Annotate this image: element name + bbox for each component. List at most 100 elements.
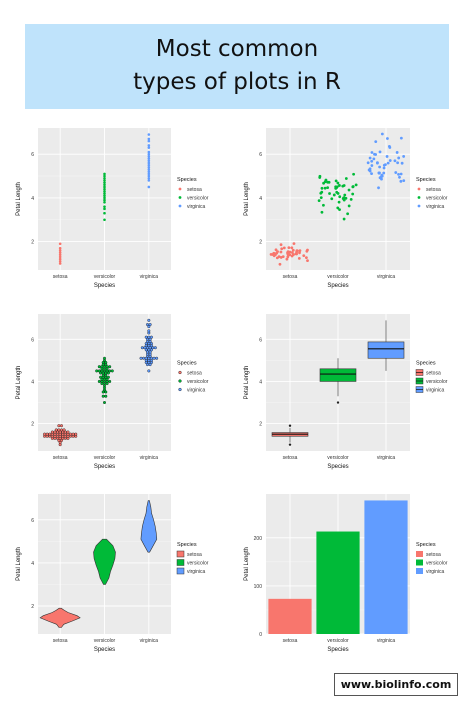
legend-title: Species — [416, 177, 436, 183]
data-dot — [108, 379, 112, 383]
violin-chart: 2 4 6 setosa versicolor virginica Species Petal… — [16, 494, 209, 653]
legend-key — [178, 196, 182, 199]
legend-title: Species — [416, 361, 436, 367]
y-tick-label: 2 — [31, 604, 34, 610]
legend-label: virginica — [426, 204, 445, 210]
data-point — [320, 186, 324, 190]
legend-label: virginica — [187, 387, 206, 393]
legend-label: setosa — [187, 552, 202, 558]
data-point — [147, 170, 151, 173]
data-dot — [147, 369, 151, 373]
data-point — [324, 178, 328, 182]
data-point — [347, 204, 351, 208]
data-dot — [148, 363, 152, 367]
data-point — [393, 159, 397, 163]
data-point — [287, 246, 291, 250]
legend-label: virginica — [426, 387, 445, 393]
data-point — [400, 161, 404, 165]
legend-key — [416, 568, 423, 574]
data-dot — [97, 365, 101, 369]
data-point — [380, 177, 383, 181]
y-tick-label: 4 — [31, 196, 34, 202]
data-point — [399, 136, 403, 140]
data-point — [332, 193, 336, 197]
data-point — [103, 172, 106, 176]
violin-shape — [140, 500, 158, 553]
data-point — [147, 161, 151, 165]
data-dot — [50, 430, 54, 434]
legend-key — [178, 387, 182, 392]
data-point — [306, 248, 309, 252]
legend-key — [178, 370, 182, 375]
data-point — [385, 155, 389, 158]
data-point — [103, 190, 106, 193]
y-axis-title: Petal Length — [16, 547, 22, 581]
data-dot — [106, 375, 110, 379]
bar — [364, 500, 408, 634]
x-tick-label: virginica — [140, 274, 159, 280]
data-dot — [104, 390, 108, 394]
data-point — [58, 242, 62, 246]
data-dot — [69, 432, 73, 436]
data-point — [382, 163, 386, 167]
y-axis-title: Petal Length — [244, 366, 250, 400]
x-tick-label: versicolor — [94, 274, 116, 280]
data-point — [319, 196, 323, 200]
data-point — [147, 185, 151, 189]
data-point — [395, 151, 399, 154]
data-point — [306, 259, 309, 263]
x-tick-label: virginica — [140, 638, 159, 644]
data-point — [147, 172, 151, 176]
data-point — [370, 159, 374, 163]
legend-key — [417, 187, 421, 191]
data-dot — [62, 428, 66, 432]
data-dot — [110, 369, 114, 373]
data-dot — [148, 337, 152, 341]
data-point — [147, 155, 151, 158]
data-point — [338, 184, 341, 187]
data-point — [379, 175, 383, 179]
data-point — [377, 186, 380, 190]
data-dot — [71, 432, 75, 436]
data-point — [372, 157, 376, 161]
data-point — [330, 197, 334, 201]
data-point — [281, 255, 285, 259]
legend-label: virginica — [426, 569, 445, 575]
data-dot — [147, 335, 151, 339]
data-point — [275, 251, 279, 255]
data-dot — [147, 329, 151, 333]
data-dot — [147, 325, 151, 329]
data-point — [341, 184, 345, 188]
outlier-point — [288, 443, 292, 446]
data-dot — [59, 424, 63, 428]
legend-label: versicolor — [187, 195, 209, 201]
data-dot — [59, 438, 63, 442]
data-point — [58, 251, 62, 254]
data-point — [317, 199, 321, 203]
data-point — [335, 190, 339, 194]
data-point — [386, 137, 389, 140]
data-point — [399, 179, 403, 183]
data-dot — [48, 432, 52, 436]
legend-key — [178, 379, 182, 383]
data-dot — [147, 318, 151, 322]
data-point — [147, 133, 151, 136]
jitter-chart: 2 4 6 setosa versicolor virginica Species Petal… — [244, 128, 448, 289]
title-line-2: types of plots in R — [133, 69, 341, 95]
data-point — [349, 197, 353, 201]
data-point — [58, 246, 62, 250]
y-axis-title: Petal Length — [244, 547, 250, 581]
legend-label: setosa — [187, 187, 202, 193]
data-point — [398, 175, 401, 179]
legend-label: setosa — [187, 370, 202, 376]
title-banner: Most common types of plots in R — [25, 24, 449, 109]
x-tick-label: versicolor — [94, 638, 116, 644]
data-point — [147, 166, 151, 169]
x-tick-label: virginica — [140, 455, 159, 461]
data-dot — [43, 432, 47, 436]
data-dot — [106, 371, 110, 375]
x-axis-title: Species — [94, 647, 115, 653]
data-dot — [108, 369, 112, 373]
data-point — [351, 185, 355, 189]
legend-label: versicolor — [187, 379, 209, 385]
